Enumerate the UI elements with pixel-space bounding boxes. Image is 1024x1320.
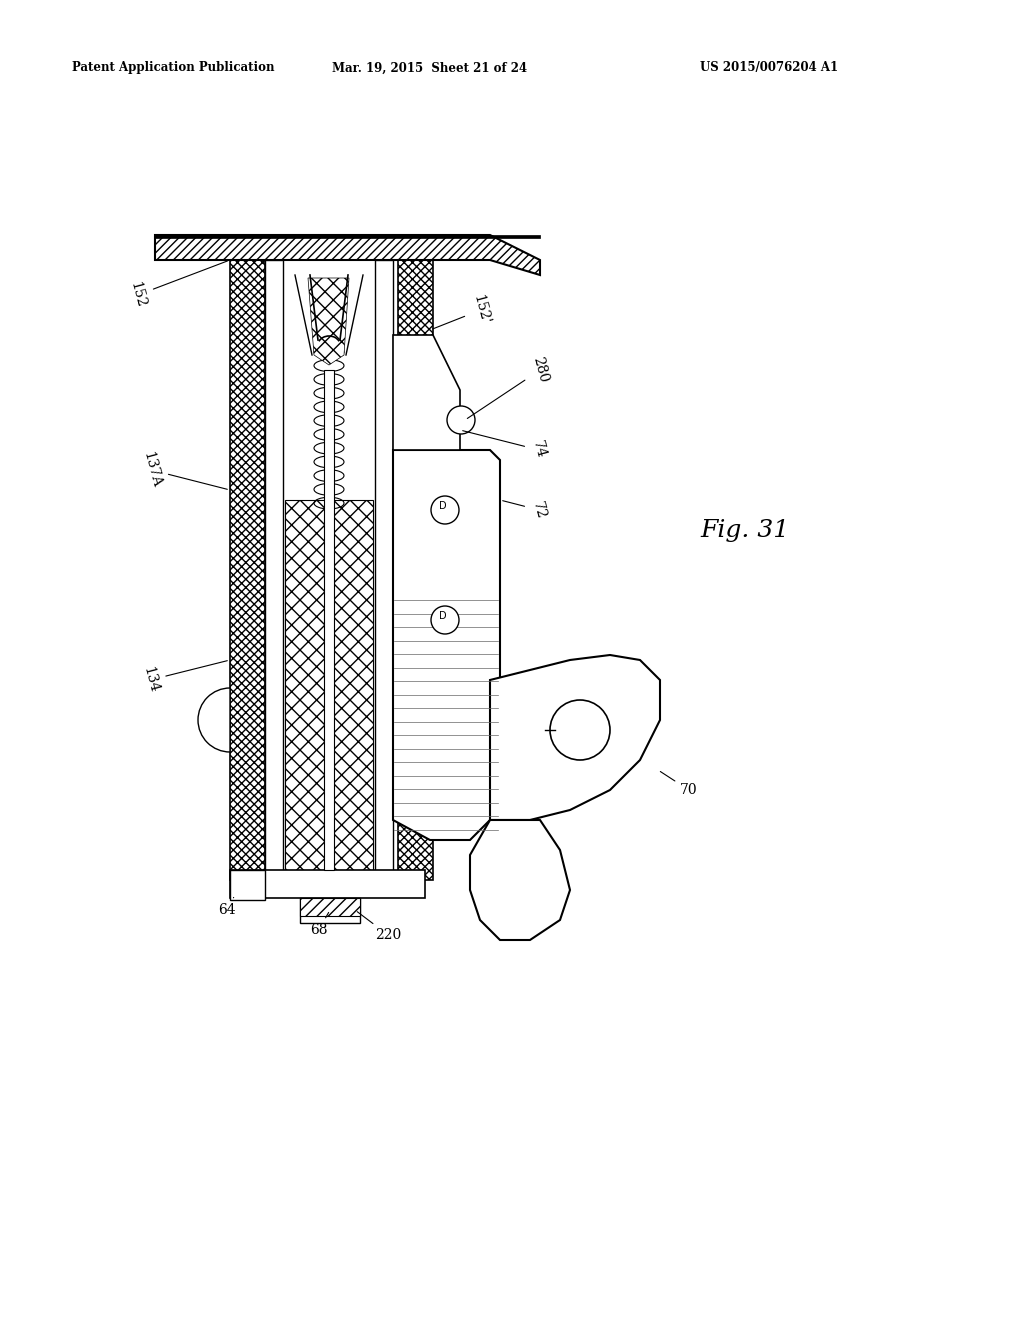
Polygon shape — [230, 870, 265, 900]
Text: 152: 152 — [128, 261, 227, 310]
Text: D: D — [439, 611, 446, 620]
Bar — [375, 260, 393, 880]
Text: D: D — [439, 502, 446, 511]
Polygon shape — [433, 405, 461, 436]
Text: 152': 152' — [432, 293, 492, 329]
Text: US 2015/0076204 A1: US 2015/0076204 A1 — [700, 62, 838, 74]
Polygon shape — [393, 335, 460, 450]
Bar — [300, 898, 360, 916]
Text: 74: 74 — [463, 430, 548, 461]
Circle shape — [550, 700, 610, 760]
Text: 68: 68 — [310, 912, 329, 937]
Polygon shape — [470, 820, 570, 940]
Text: 72: 72 — [503, 500, 548, 520]
Bar — [230, 260, 265, 880]
Bar — [398, 260, 433, 880]
Polygon shape — [393, 450, 500, 840]
Bar — [300, 898, 360, 923]
Polygon shape — [155, 235, 540, 275]
Text: Patent Application Publication: Patent Application Publication — [72, 62, 274, 74]
Text: Fig. 31: Fig. 31 — [700, 519, 790, 541]
Polygon shape — [308, 279, 349, 366]
Bar — [324, 370, 334, 870]
Text: 134: 134 — [140, 661, 227, 694]
Polygon shape — [490, 655, 660, 820]
Text: 64: 64 — [218, 898, 236, 917]
Text: 70: 70 — [660, 771, 697, 797]
Bar — [285, 500, 373, 870]
Bar — [230, 870, 425, 898]
Text: 280: 280 — [467, 355, 550, 418]
Bar — [265, 260, 283, 880]
Circle shape — [431, 496, 459, 524]
Wedge shape — [198, 688, 230, 752]
Text: 137A: 137A — [140, 450, 227, 490]
Text: Mar. 19, 2015  Sheet 21 of 24: Mar. 19, 2015 Sheet 21 of 24 — [333, 62, 527, 74]
Text: 220: 220 — [357, 912, 401, 942]
Bar — [283, 260, 375, 880]
Polygon shape — [155, 235, 540, 238]
Circle shape — [431, 606, 459, 634]
Circle shape — [447, 407, 475, 434]
